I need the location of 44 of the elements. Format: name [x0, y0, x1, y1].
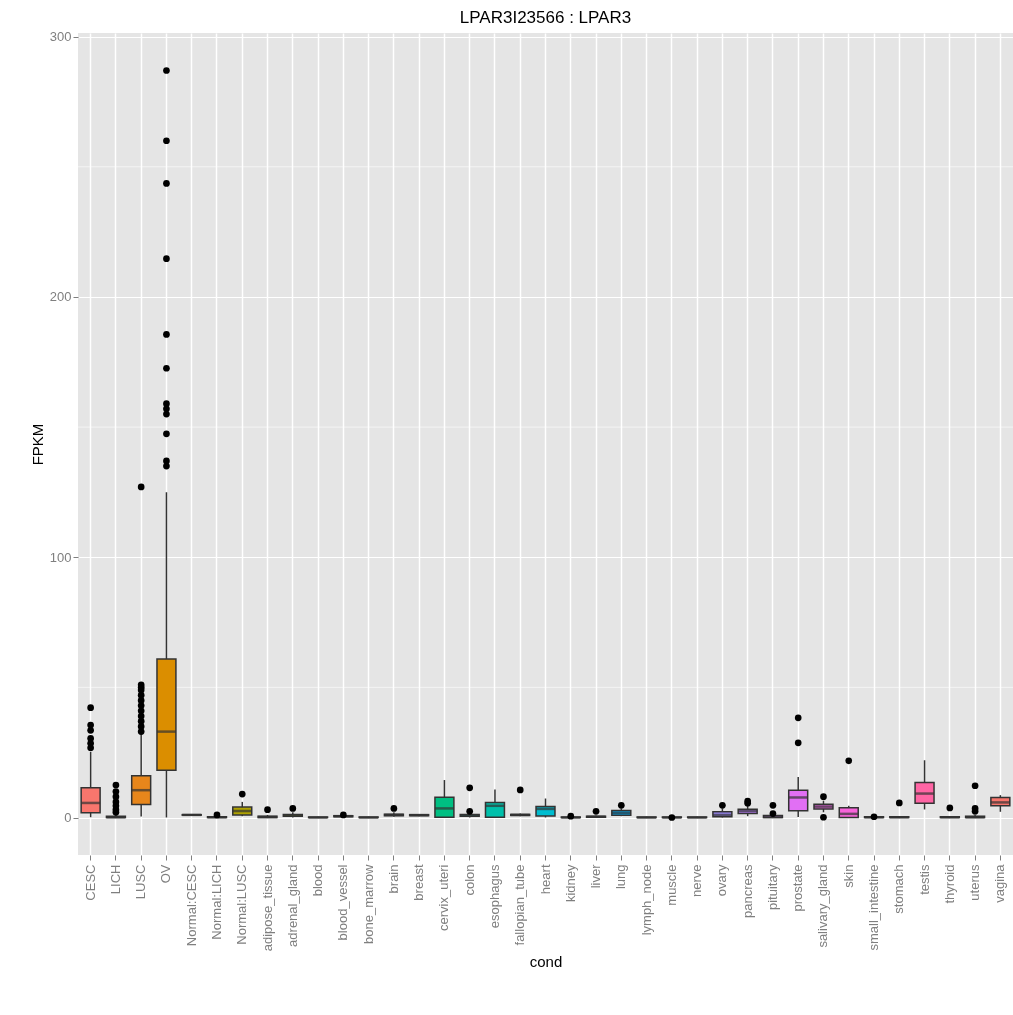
y-tick-label: 0: [64, 810, 72, 826]
x-tick-label: skin: [840, 864, 856, 888]
x-tick-label: cervix_uteri: [436, 864, 452, 931]
x-tick-label: Normal:LUSC: [234, 864, 250, 945]
y-tick-label: 300: [49, 29, 72, 45]
x-tick-label: salivary_gland: [815, 864, 831, 948]
x-axis-title: cond: [529, 953, 563, 971]
x-tick-label: testis: [916, 864, 932, 895]
x-tick-label: breast: [411, 864, 427, 901]
x-tick-label: muscle: [663, 864, 679, 906]
x-tick-label: thyroid: [941, 864, 957, 904]
x-tick-label: brain: [385, 864, 401, 894]
x-tick-label: Normal:LICH: [208, 864, 224, 940]
y-axis-title: FPKM: [28, 423, 46, 466]
x-tick-label: blood: [310, 864, 326, 897]
x-tick-label: liver: [588, 863, 604, 889]
x-tick-label: small_intestine: [866, 864, 882, 951]
x-tick-label: bone_marrow: [360, 863, 376, 944]
y-tick-label: 200: [49, 289, 72, 305]
x-tick-label: nerve: [689, 864, 705, 898]
x-tick-label: heart: [537, 864, 553, 895]
y-tick-label: 100: [49, 549, 72, 565]
x-tick-label: lung: [613, 864, 629, 890]
x-tick-label: pituitary: [764, 864, 780, 911]
x-tick-label: CESC: [82, 864, 98, 901]
x-tick-label: lymph_node: [638, 864, 654, 936]
x-tick-label: LICH: [107, 864, 123, 895]
x-tick-label: prostate: [790, 864, 806, 912]
x-tick-label: vagina: [992, 863, 1008, 903]
x-tick-label: uterus: [967, 864, 983, 901]
x-tick-label: blood_vessel: [335, 864, 351, 941]
x-tick-label: pancreas: [739, 864, 755, 918]
chart-title: LPAR3I23566 : LPAR3: [459, 7, 632, 27]
x-tick-label: colon: [461, 864, 477, 896]
x-tick-label: fallopian_tube: [512, 864, 528, 946]
x-tick-label: adrenal_gland: [284, 864, 300, 947]
x-tick-label: OV: [158, 864, 174, 884]
x-tick-label: Normal:CESC: [183, 864, 199, 947]
x-tick-label: ovary: [714, 864, 730, 897]
x-tick-label: LUSC: [133, 864, 149, 900]
x-tick-label: stomach: [891, 864, 907, 914]
x-tick-label: adipose_tissue: [259, 864, 275, 952]
x-tick-label: kidney: [562, 864, 578, 903]
x-tick-label: esophagus: [486, 864, 502, 929]
